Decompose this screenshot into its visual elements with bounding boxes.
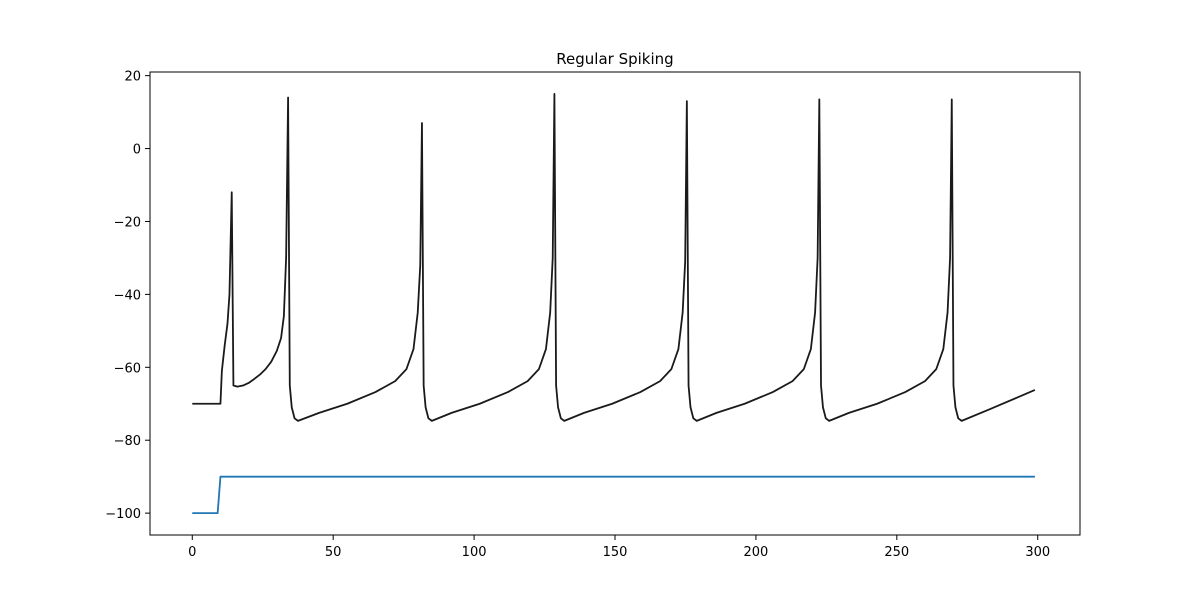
series-line-input: [192, 475, 1035, 515]
x-axis: 0 50 100 150 200 250 300: [188, 535, 1050, 560]
x-tick-label: 300: [1025, 545, 1050, 560]
x-tick-label: 150: [603, 545, 628, 560]
y-tick-label: −80: [114, 434, 141, 449]
x-tick-label: 250: [884, 545, 909, 560]
chart-title: Regular Spiking: [556, 50, 673, 68]
y-axis: −100 −80 −60 −40 −20 0 20: [105, 70, 150, 522]
series-line-voltage: [192, 92, 1036, 422]
y-tick-label: −60: [114, 361, 141, 376]
y-tick-label: −40: [114, 288, 141, 303]
x-tick-label: 200: [743, 545, 768, 560]
x-tick-label: 100: [462, 545, 487, 560]
x-tick-label: 0: [188, 545, 196, 560]
plot-area: [192, 92, 1036, 515]
y-tick-label: −20: [114, 215, 141, 230]
y-tick-label: 20: [124, 70, 141, 85]
y-tick-label: 0: [133, 143, 141, 158]
y-tick-label: −100: [105, 507, 141, 522]
x-tick-label: 50: [325, 545, 342, 560]
